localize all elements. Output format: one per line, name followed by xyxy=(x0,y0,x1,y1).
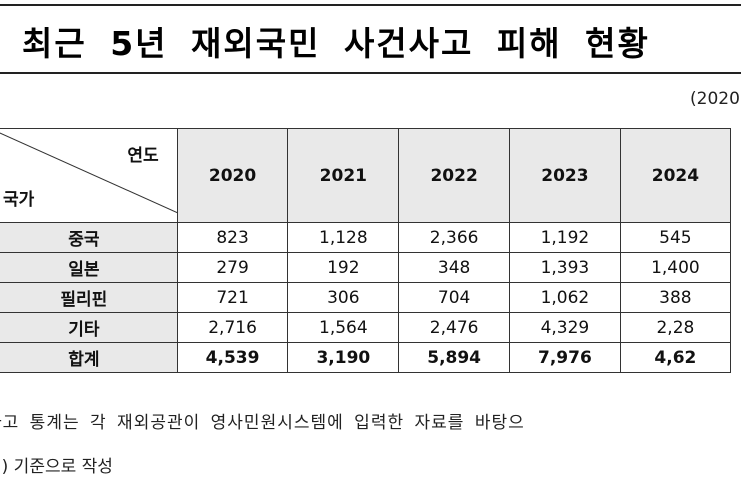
value-cell: 1,400 xyxy=(619,252,732,283)
total-value-cell: 4,62 xyxy=(619,342,732,373)
total-value-cell: 7,976 xyxy=(509,342,621,373)
value-cell: 306 xyxy=(287,282,400,313)
table-row: 일본 279 192 348 1,393 1,400 xyxy=(0,252,732,283)
value-cell: 704 xyxy=(398,282,511,313)
country-cell: 기타 xyxy=(0,312,178,343)
value-cell: 1,393 xyxy=(509,252,621,283)
corner-col-label: 연도 xyxy=(127,146,159,166)
value-cell: 192 xyxy=(287,252,400,283)
value-cell: 823 xyxy=(176,222,289,253)
year-header: 2022 xyxy=(398,128,511,223)
corner-header-cell: 연도 국가 xyxy=(0,128,178,223)
value-cell: 2,476 xyxy=(398,312,511,343)
year-header: 2024 xyxy=(619,128,732,223)
year-header: 2020 xyxy=(176,128,289,223)
unit-note: (2020 xyxy=(690,89,740,109)
incident-table: 연도 국가 2020 2021 2022 2023 2024 중국 823 1,… xyxy=(0,128,732,373)
year-header: 2021 xyxy=(287,128,400,223)
total-value-cell: 3,190 xyxy=(287,342,400,373)
corner-row-label: 국가 xyxy=(3,190,35,210)
value-cell: 348 xyxy=(398,252,511,283)
value-cell: 1,128 xyxy=(287,222,400,253)
country-cell: 일본 xyxy=(0,252,178,283)
diagonal-divider xyxy=(0,132,177,213)
country-cell: 중국 xyxy=(0,222,178,253)
title-box: 최근 5년 재외국민 사건사고 피해 현황 xyxy=(0,4,741,74)
value-cell: 2,366 xyxy=(398,222,511,253)
value-cell: 388 xyxy=(619,282,732,313)
footnote-basis: 명) 기준으로 작성 xyxy=(0,457,113,477)
page-title: 최근 5년 재외국민 사건사고 피해 현황 xyxy=(22,24,650,63)
total-label-cell: 합계 xyxy=(0,342,178,373)
country-cell: 필리핀 xyxy=(0,282,178,313)
value-cell: 721 xyxy=(176,282,289,313)
total-value-cell: 5,894 xyxy=(398,342,511,373)
value-cell: 1,192 xyxy=(509,222,621,253)
table-row: 기타 2,716 1,564 2,476 4,329 2,28 xyxy=(0,312,732,343)
value-cell: 4,329 xyxy=(509,312,621,343)
value-cell: 279 xyxy=(176,252,289,283)
value-cell: 1,564 xyxy=(287,312,400,343)
year-header: 2023 xyxy=(509,128,621,223)
table-row: 필리핀 721 306 704 1,062 388 xyxy=(0,282,732,313)
value-cell: 1,062 xyxy=(509,282,621,313)
total-row: 합계 4,539 3,190 5,894 7,976 4,62 xyxy=(0,342,732,373)
footnote-source: 사고 통계는 각 재외공관이 영사민원시스템에 입력한 자료를 바탕으 xyxy=(0,413,525,433)
total-value-cell: 4,539 xyxy=(176,342,289,373)
value-cell: 2,716 xyxy=(176,312,289,343)
value-cell: 545 xyxy=(619,222,732,253)
value-cell: 2,28 xyxy=(619,312,732,343)
header-row: 연도 국가 2020 2021 2022 2023 2024 xyxy=(0,128,732,223)
table-row: 중국 823 1,128 2,366 1,192 545 xyxy=(0,222,732,253)
